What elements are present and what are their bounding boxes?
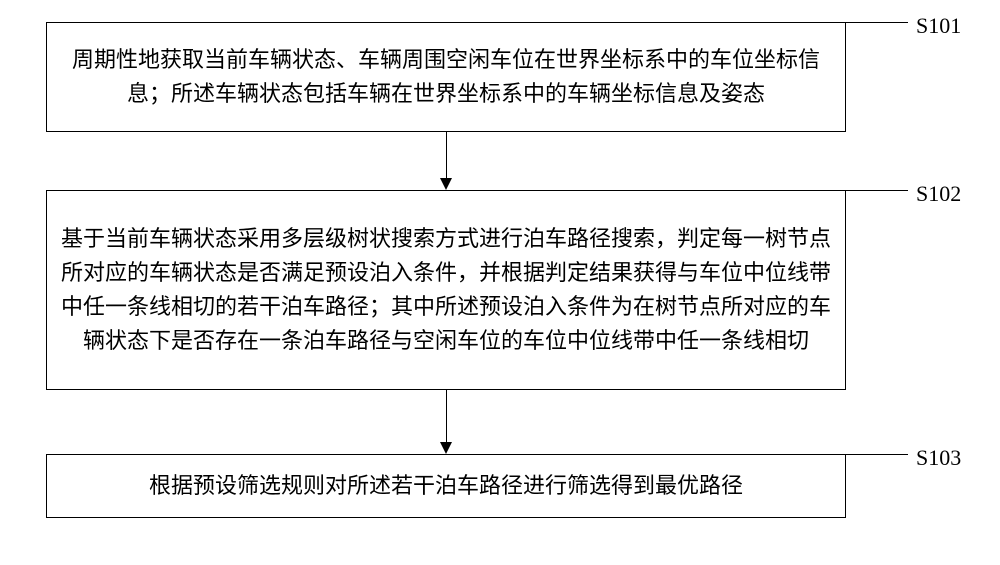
flow-node-s101-text: 周期性地获取当前车辆状态、车辆周围空闲车位在世界坐标系中的车位坐标信息；所述车辆… xyxy=(61,43,831,111)
flow-node-s101: 周期性地获取当前车辆状态、车辆周围空闲车位在世界坐标系中的车位坐标信息；所述车辆… xyxy=(46,22,846,132)
flow-node-s102: 基于当前车辆状态采用多层级树状搜索方式进行泊车路径搜索，判定每一树节点所对应的车… xyxy=(46,190,846,390)
flow-node-s103: 根据预设筛选规则对所述若干泊车路径进行筛选得到最优路径 xyxy=(46,454,846,518)
label-leader-s102 xyxy=(846,190,908,191)
arrow-2-line xyxy=(446,390,447,444)
arrow-2-head xyxy=(440,442,452,454)
arrow-1-head xyxy=(440,178,452,190)
label-leader-s103 xyxy=(846,454,908,455)
flow-node-s103-text: 根据预设筛选规则对所述若干泊车路径进行筛选得到最优路径 xyxy=(149,469,743,503)
arrow-1-line xyxy=(446,132,447,180)
step-label-s102: S102 xyxy=(916,181,961,207)
flow-node-s102-text: 基于当前车辆状态采用多层级树状搜索方式进行泊车路径搜索，判定每一树节点所对应的车… xyxy=(61,222,831,358)
step-label-s103: S103 xyxy=(916,445,961,471)
label-leader-s101 xyxy=(846,22,908,23)
step-label-s101: S101 xyxy=(916,13,961,39)
